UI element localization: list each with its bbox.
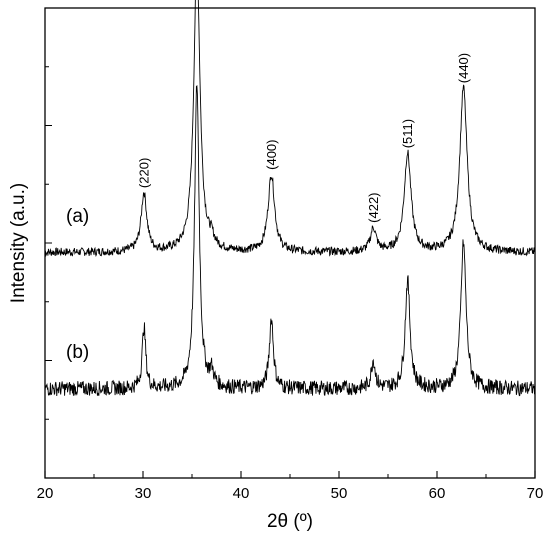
peak-label: (400) — [264, 139, 279, 169]
x-tick-label: 40 — [233, 485, 250, 502]
x-axis-title: 2θ (º) — [267, 511, 313, 532]
labels-layer: (a)(220)(311)(400)(422)(511)(440)(b) — [66, 53, 471, 363]
x-tick-label: 70 — [527, 485, 544, 502]
series-label-b: (b) — [66, 342, 89, 363]
axes: 20 30 40 50 60 70 — [37, 7, 544, 502]
peak-label: (220) — [136, 158, 151, 188]
series-label-a: (a) — [66, 206, 89, 227]
peak-label: (511) — [400, 119, 415, 148]
x-tick-label: 30 — [135, 485, 152, 502]
x-tick-label: 20 — [37, 485, 54, 502]
series-line-a — [44, 0, 536, 258]
peak-label: (440) — [456, 53, 471, 83]
series-layer — [44, 0, 536, 397]
x-tick-label: 50 — [331, 485, 348, 502]
series-line-b — [44, 84, 536, 397]
x-tick-label: 60 — [429, 485, 446, 502]
peak-label: (422) — [366, 192, 381, 222]
y-axis-title: Intensity (a.u.) — [8, 183, 29, 303]
